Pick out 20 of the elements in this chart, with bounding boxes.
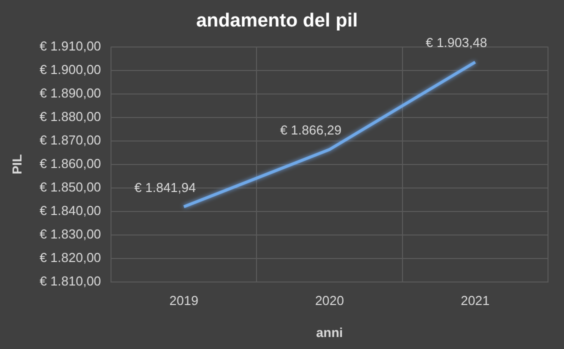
y-tick-label: € 1.910,00 xyxy=(40,38,102,54)
data-label: € 1.841,94 xyxy=(134,180,196,195)
y-tick-label: € 1.840,00 xyxy=(40,202,102,218)
data-label: € 1.903,48 xyxy=(426,35,488,50)
y-tick-label: € 1.880,00 xyxy=(40,108,102,124)
y-axis-title: PIL xyxy=(9,154,24,174)
x-axis-title: anni xyxy=(316,324,343,340)
x-tick-label: 2020 xyxy=(315,293,344,308)
y-tick-label: € 1.830,00 xyxy=(40,226,102,242)
y-tick-label: € 1.820,00 xyxy=(40,250,102,265)
data-label: € 1.866,29 xyxy=(280,122,342,138)
y-tick-label: € 1.850,00 xyxy=(40,179,102,194)
x-tick-label: 2021 xyxy=(460,293,490,308)
y-tick-label: € 1.870,00 xyxy=(40,132,102,148)
x-tick-label: 2019 xyxy=(169,293,198,308)
y-tick-label: € 1.860,00 xyxy=(40,156,102,171)
y-tick-label: € 1.890,00 xyxy=(40,85,102,100)
y-tick-label: € 1.900,00 xyxy=(40,62,102,77)
y-tick-label: € 1.810,00 xyxy=(40,273,102,288)
chart-title: andamento del pil xyxy=(196,10,358,32)
